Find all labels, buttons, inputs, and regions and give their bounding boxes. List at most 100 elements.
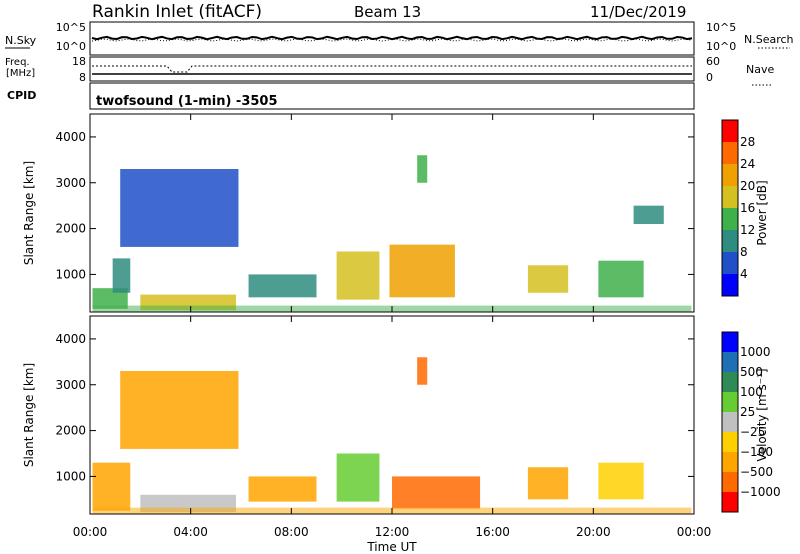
power-region-5 (336, 251, 380, 300)
noise-right-tick-top: 10^5 (706, 21, 736, 34)
xtick-label-5: 20:00 (576, 525, 611, 539)
xtick-label-1: 04:00 (173, 525, 208, 539)
velocity-y-axis-label: Slant Range [km] (22, 363, 36, 467)
velocity-colorbar-cell-2 (722, 372, 738, 392)
velocity-region-8 (598, 462, 644, 500)
power-colorbar-tick-5: 8 (740, 245, 748, 259)
xtick-label-6: 00:00 (677, 525, 712, 539)
velocity-colorbar-cell-5 (722, 432, 738, 452)
power-region-1 (112, 258, 131, 293)
xtick-label-0: 00:00 (73, 525, 108, 539)
time-axis-label: Time UT (366, 540, 417, 554)
power-y-axis-label: Slant Range [km] (22, 161, 36, 265)
velocity-colorbar-tick-4: −25 (740, 425, 765, 439)
velocity-region-6 (417, 357, 428, 385)
power-ytick-label-3: 1000 (55, 267, 86, 281)
velocity-colorbar-tick-3: 25 (740, 405, 755, 419)
power-ytick-label-0: 4000 (55, 130, 86, 144)
cpid-program: twofsound (1-min) -3505 (96, 94, 278, 109)
power-colorbar-cell-7 (722, 274, 738, 296)
power-colorbar-cell-6 (722, 252, 738, 274)
noise-search-series (91, 38, 693, 42)
power-region-10 (633, 205, 664, 224)
velocity-y-ticks: 4000 3000 2000 1000 (55, 332, 694, 483)
freq-panel-frame (89, 56, 695, 82)
power-ytick-label-1: 3000 (55, 176, 86, 190)
velocity-region-2 (120, 371, 239, 449)
velocity-region-3 (248, 476, 317, 502)
velocity-colorbar-cell-1 (722, 352, 738, 372)
freq-unit-label: [MHz] (6, 68, 35, 79)
velocity-ytick-label-2: 2000 (55, 424, 86, 438)
power-region-9 (598, 260, 644, 298)
velocity-region-7 (527, 467, 569, 500)
power-colorbar-tick-3: 16 (740, 201, 755, 215)
velocity-region-0 (92, 462, 131, 511)
power-region-3 (120, 169, 239, 247)
power-colorbar-frame (721, 119, 739, 297)
power-region-6 (389, 244, 455, 298)
velocity-ytick-label-0: 4000 (55, 332, 86, 346)
power-colorbar-tick-0: 28 (740, 135, 755, 149)
time-axis-ticks: 00:00 04:00 08:00 12:00 16:00 20:00 00:00 (73, 114, 712, 539)
velocity-colorbar-tick-0: 1000 (740, 345, 771, 359)
noise-sky-label: N.Sky (5, 34, 37, 47)
noise-left-tick-top: 10^5 (56, 21, 86, 34)
velocity-colorbar-tick-7: −1000 (740, 485, 781, 499)
station-title: Rankin Inlet (fitACF) (92, 2, 262, 22)
power-region-0 (92, 288, 128, 309)
power-region-7 (417, 155, 428, 183)
velocity-colorbar: 1000 500 100 25 −25 −100 −500 −1000 (721, 331, 781, 513)
power-colorbar-tick-4: 12 (740, 223, 755, 237)
velocity-ytick-label-3: 1000 (55, 469, 86, 483)
velocity-colorbar-cell-8 (722, 492, 738, 512)
freq-label: Freq. (5, 57, 30, 68)
freq-tick-top: 18 (72, 55, 86, 68)
power-colorbar-cell-3 (722, 186, 738, 208)
power-ytick-label-2: 2000 (55, 222, 86, 236)
power-colorbar-label: Power [dB] (755, 180, 769, 245)
power-colorbar-cell-0 (722, 120, 738, 142)
velocity-colorbar-label: Velocity [m s⁻¹] (755, 368, 769, 461)
velocity-colorbar-tick-1: 500 (740, 365, 763, 379)
freq-series (92, 65, 692, 73)
cpid-panel-frame (89, 82, 695, 110)
xtick-label-2: 08:00 (274, 525, 309, 539)
noise-search-label: N.Search (744, 33, 794, 46)
velocity-region-5 (392, 476, 481, 509)
velocity-colorbar-tick-5: −100 (740, 445, 773, 459)
noise-left-tick-bottom: 10^0 (56, 40, 86, 53)
power-colorbar-cell-1 (722, 142, 738, 164)
power-colorbar-cell-4 (722, 208, 738, 230)
nave-label: Nave (746, 63, 774, 76)
velocity-colorbar-frame (721, 331, 739, 513)
cpid-label: CPID (7, 89, 36, 102)
date-label: 11/Dec/2019 (590, 3, 686, 21)
velocity-colorbar-tick-6: −500 (740, 465, 773, 479)
power-colorbar-tick-2: 20 (740, 179, 755, 193)
power-colorbar: 28 24 20 16 12 8 4 (721, 119, 755, 297)
xtick-label-4: 16:00 (475, 525, 510, 539)
power-region-8 (527, 265, 569, 293)
noise-right-tick-bottom: 10^0 (706, 40, 736, 53)
xtick-label-3: 12:00 (375, 525, 410, 539)
freq-tick-bottom: 8 (79, 71, 86, 84)
velocity-colorbar-cell-3 (722, 392, 738, 412)
noise-sky-series (91, 35, 693, 41)
beam-label: Beam 13 (354, 3, 421, 21)
nave-tick-top: 60 (706, 55, 720, 68)
velocity-region-4 (336, 453, 380, 502)
power-region-4 (248, 274, 317, 298)
power-colorbar-tick-1: 24 (740, 157, 755, 171)
power-y-ticks: 4000 3000 2000 1000 (55, 130, 694, 281)
velocity-ytick-label-1: 3000 (55, 378, 86, 392)
noise-panel-frame (89, 21, 695, 56)
velocity-colorbar-cell-6 (722, 452, 738, 472)
velocity-colorbar-tick-2: 100 (740, 385, 763, 399)
velocity-colorbar-cell-7 (722, 472, 738, 492)
power-colorbar-cell-5 (722, 230, 738, 252)
power-colorbar-cell-2 (722, 164, 738, 186)
nave-tick-bottom: 0 (706, 71, 713, 84)
velocity-colorbar-cell-0 (722, 332, 738, 352)
